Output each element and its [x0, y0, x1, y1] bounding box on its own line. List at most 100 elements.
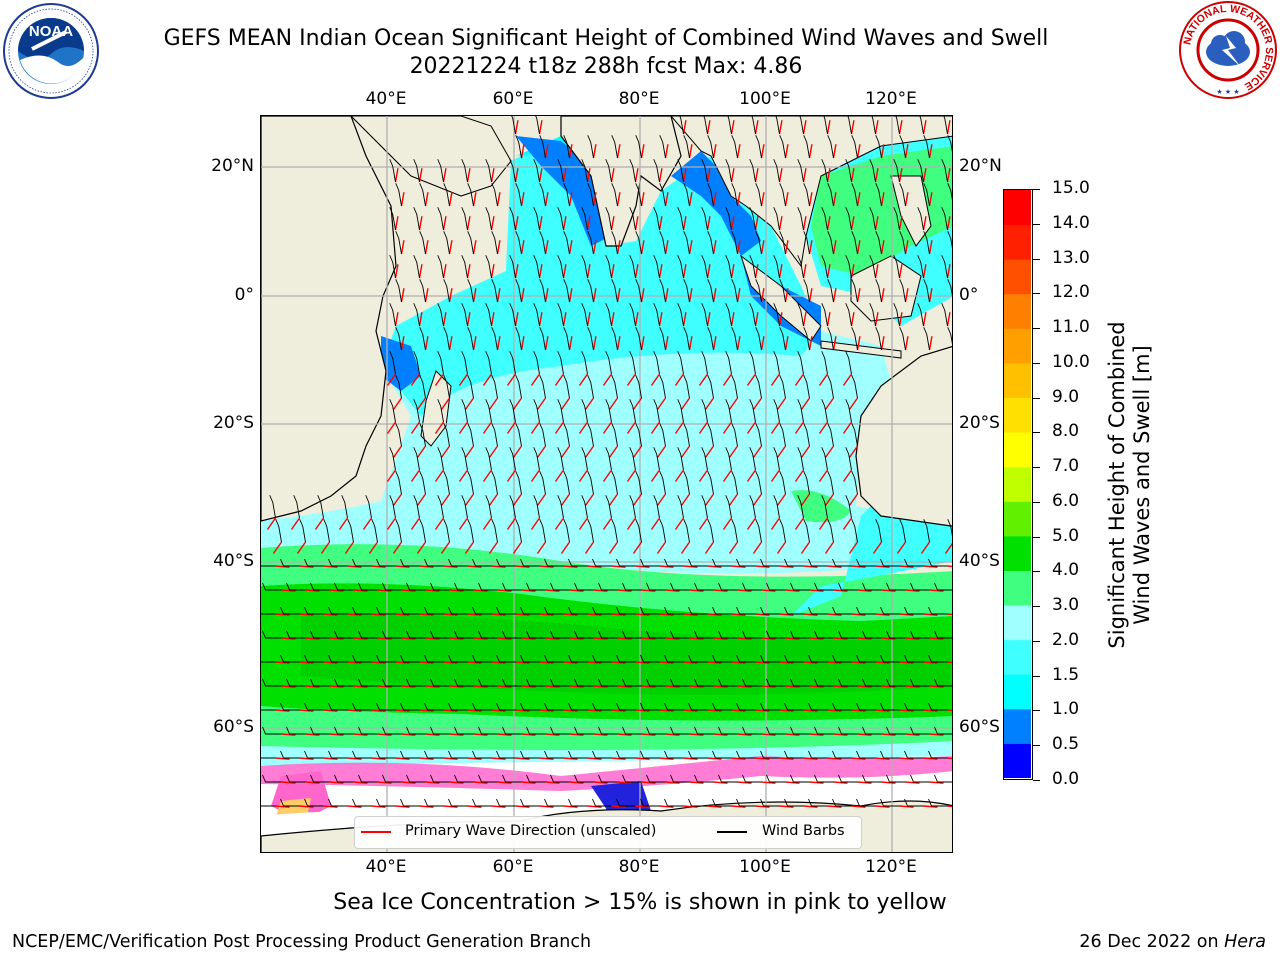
wave-arrow [425, 733, 440, 736]
wave-arrow [587, 613, 602, 616]
wave-arrow [650, 421, 661, 434]
wave-arrow [584, 397, 595, 410]
wind-barb [851, 519, 858, 543]
wind-barb [443, 423, 450, 447]
wave-arrow [928, 336, 933, 351]
wind-barb [832, 558, 852, 567]
wind-barb [701, 495, 708, 519]
wind-barb [611, 183, 618, 207]
wave-arrow [800, 397, 811, 410]
wind-barb [784, 750, 804, 759]
wind-barb [886, 630, 906, 639]
wind-barb [598, 774, 618, 783]
wind-barb [694, 582, 714, 591]
wave-arrow [736, 144, 741, 159]
wind-barb [454, 630, 474, 639]
wave-arrow [467, 661, 482, 664]
wave-arrow [401, 589, 416, 592]
wave-arrow [611, 613, 626, 616]
wave-arrow [520, 192, 525, 207]
wind-barb [934, 726, 952, 735]
wave-arrow [947, 613, 952, 616]
wind-barb [851, 279, 858, 303]
wave-arrow [794, 421, 805, 434]
wave-arrow [656, 493, 667, 506]
wind-barb [880, 702, 900, 711]
wind-barb [895, 116, 900, 135]
wave-arrow [371, 757, 386, 760]
colorbar-bin [1004, 743, 1031, 779]
wind-barb [635, 183, 642, 207]
wind-barb [395, 327, 402, 351]
wave-arrow [560, 541, 571, 554]
wave-arrow [371, 613, 386, 616]
wave-arrow [347, 661, 362, 664]
wind-barb [904, 606, 924, 615]
lat-tick-right: 20°S [959, 413, 1000, 433]
wave-arrow [491, 757, 506, 760]
wind-barb [880, 750, 900, 759]
wind-barb [533, 351, 540, 375]
wind-barb [653, 495, 660, 519]
wave-arrow [928, 192, 933, 207]
wind-barb [424, 798, 444, 807]
wind-barb [635, 471, 642, 495]
wave-arrow [752, 445, 763, 458]
wind-barb [760, 750, 780, 759]
wave-arrow [593, 637, 608, 640]
colorbar-tick-label: 13.0 [1052, 247, 1090, 268]
wind-barb [616, 750, 636, 759]
wave-arrow [521, 685, 536, 688]
sea-ice-caption: Sea Ice Concentration > 15% is shown in … [333, 890, 947, 915]
wave-arrow [698, 517, 709, 530]
wave-arrow [707, 613, 722, 616]
wave-arrow [833, 589, 848, 592]
wave-arrow [514, 264, 519, 279]
wave-arrow [680, 541, 691, 554]
wind-barb [502, 726, 522, 735]
wind-barb [400, 702, 420, 711]
colorbar-bin [1004, 293, 1031, 329]
wind-barb [646, 774, 666, 783]
wind-barb [454, 678, 474, 687]
wind-barb [454, 582, 474, 591]
wave-arrow [458, 421, 469, 434]
wave-arrow [448, 240, 453, 255]
wind-barb [515, 423, 522, 447]
wind-barb [653, 159, 660, 183]
wind-barb [502, 774, 522, 783]
wind-barb-legend-line [717, 831, 747, 833]
wind-barb [406, 678, 426, 687]
wave-arrow [449, 733, 464, 736]
wave-arrow [635, 757, 650, 760]
wind-barb [731, 471, 738, 495]
wave-arrow [377, 733, 392, 736]
wave-arrow [827, 613, 842, 616]
wave-arrow [704, 445, 715, 458]
wind-barb [827, 375, 834, 399]
wind-barb [371, 519, 378, 543]
wind-barb [563, 471, 570, 495]
wave-arrow [826, 168, 831, 183]
wave-arrow [922, 264, 927, 279]
wave-arrow [736, 288, 741, 303]
wave-arrow [400, 192, 405, 207]
wind-barb [389, 159, 396, 183]
wave-arrow [674, 469, 685, 482]
wave-arrow [730, 312, 735, 327]
wave-arrow [443, 565, 458, 568]
wave-arrow [448, 288, 453, 303]
wind-barb [592, 702, 612, 711]
wind-barb [827, 519, 834, 543]
wave-arrow [416, 541, 427, 554]
wave-arrow [602, 373, 613, 386]
lat-tick-left: 20°N [211, 156, 254, 176]
wind-barb [317, 495, 324, 519]
wave-arrow [737, 589, 752, 592]
colorbar-bin [1004, 535, 1031, 571]
wave-arrow [539, 613, 554, 616]
wave-arrow [875, 661, 890, 664]
colorbar-bin [1004, 639, 1031, 675]
wave-arrow [746, 421, 757, 434]
wind-barb [640, 558, 660, 567]
